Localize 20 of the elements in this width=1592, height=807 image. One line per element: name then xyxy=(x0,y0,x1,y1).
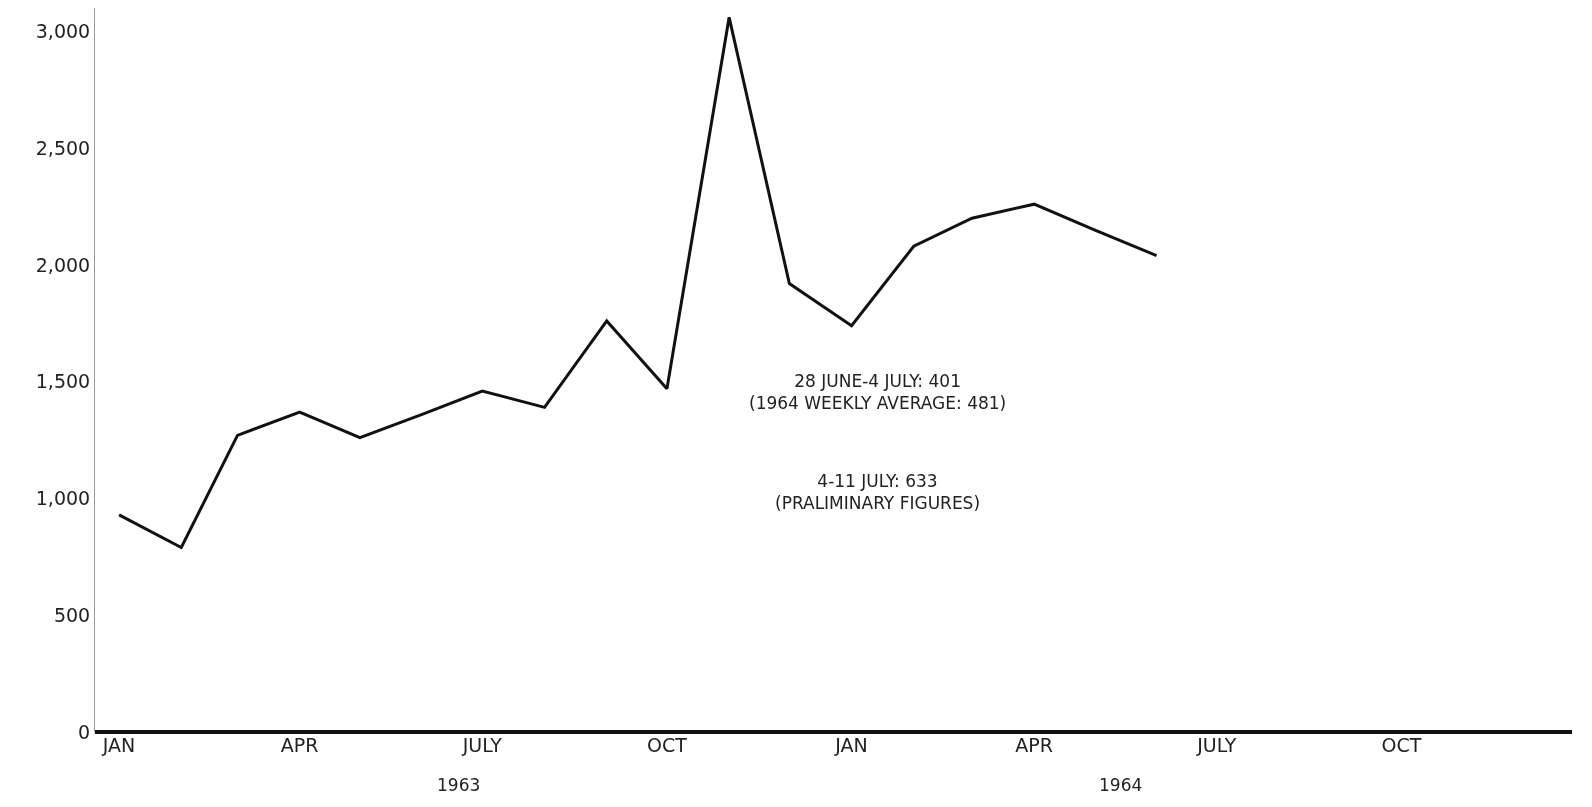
x-tick-label: APR xyxy=(280,734,319,756)
annotation: 28 JUNE-4 JULY: 401 (1964 WEEKLY AVERAGE: 481) xyxy=(749,371,1007,414)
y-tick-label: 2,500 xyxy=(35,136,91,159)
y-tick-label: 2,000 xyxy=(35,253,91,276)
y-tick-label: 0 xyxy=(78,720,91,743)
line-series xyxy=(117,15,1159,549)
y-tick-label: 500 xyxy=(53,603,91,626)
annotation: 4-11 JULY: 633 (PRALIMINARY FIGURES) xyxy=(775,471,981,514)
y-tick-label: 1,000 xyxy=(35,487,91,510)
text: 1964 xyxy=(1099,775,1143,795)
x-tick-label: JAN xyxy=(834,734,868,756)
x-tick-label: OCT xyxy=(1381,734,1422,756)
y-tick-label: 3,000 xyxy=(35,20,91,42)
x-tick-label: JULY xyxy=(1196,734,1237,756)
x-tick-label: JAN xyxy=(101,734,136,756)
text: 1963 xyxy=(437,775,481,795)
y-tick-label: 1,500 xyxy=(35,370,91,393)
x-tick-label: JULY xyxy=(461,734,503,756)
x-tick-label: OCT xyxy=(647,734,688,756)
x-tick-label: APR xyxy=(1015,734,1054,756)
